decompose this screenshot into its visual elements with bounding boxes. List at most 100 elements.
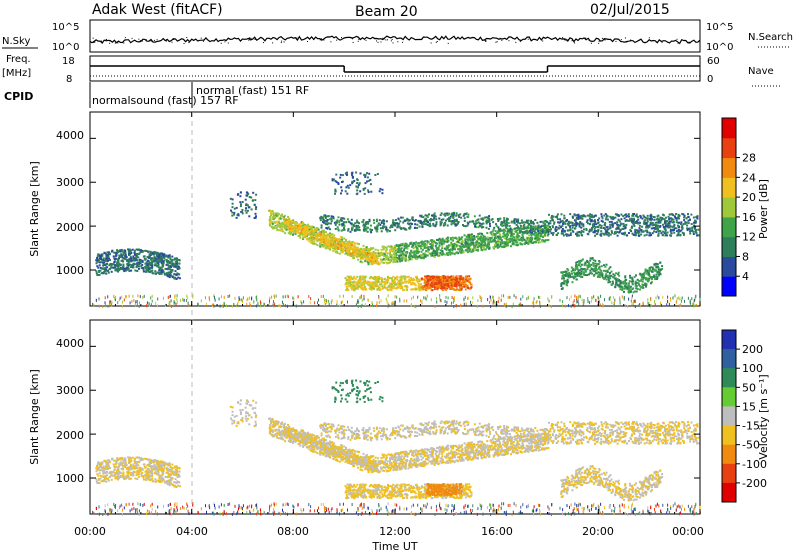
power-cell [374, 258, 376, 260]
nsearch-dot [157, 39, 158, 40]
power-cell [484, 243, 486, 245]
power-cell [335, 238, 337, 240]
power-cell [364, 228, 366, 230]
power-cell [371, 289, 373, 291]
power-cell [517, 237, 519, 239]
power-cell [406, 287, 408, 289]
nsearch-dot [184, 43, 185, 44]
power-cell [170, 263, 172, 265]
power-cell [370, 225, 372, 227]
power-cell [420, 247, 422, 249]
power-cell [686, 222, 688, 224]
power-cell [475, 245, 477, 247]
power-cell [382, 221, 384, 223]
power-cell [683, 213, 685, 215]
nsearch-dot [397, 41, 398, 42]
power-cell [449, 281, 451, 283]
power-cell [331, 241, 333, 243]
power-cell [302, 237, 304, 239]
power-cell [532, 226, 534, 228]
power-cell [413, 253, 415, 255]
power-cell [588, 231, 590, 233]
nsearch-dot [621, 39, 622, 40]
power-cell [534, 231, 536, 233]
power-cell [371, 253, 373, 255]
power-cell [96, 262, 98, 264]
power-cell [148, 251, 150, 253]
power-cell [424, 219, 426, 221]
power-cell [136, 253, 138, 255]
power-cell [369, 228, 371, 230]
power-cell [453, 246, 455, 248]
power-cell [457, 252, 459, 254]
nsearch-dot [615, 41, 616, 42]
power-cell [388, 256, 390, 258]
power-cell [304, 233, 306, 235]
power-cell [347, 289, 349, 291]
power-cell [364, 260, 366, 262]
power-cell [608, 228, 610, 230]
power-cell [469, 237, 471, 239]
power-cell [502, 233, 504, 235]
power-cell [683, 232, 685, 234]
power-cell [357, 259, 359, 261]
power-cell [385, 227, 387, 229]
power-cell [128, 252, 130, 254]
power-cell [285, 219, 287, 221]
power-cell [562, 223, 564, 225]
power-cell [306, 238, 308, 240]
power-cell [392, 286, 394, 288]
nsearch-dot [520, 41, 521, 42]
power-cell [174, 278, 176, 280]
nsearch-dot [373, 37, 374, 38]
power-cell [459, 213, 461, 215]
power-cell [574, 224, 576, 226]
power-cell [422, 288, 424, 290]
power-cell [375, 285, 377, 287]
power-cell [169, 272, 171, 274]
power-cell [494, 244, 496, 246]
power-cell [138, 268, 140, 270]
power-cell [397, 283, 399, 285]
power-cell [325, 231, 327, 233]
power-cell [281, 222, 283, 224]
power-cell [435, 216, 437, 218]
power-cell [495, 230, 497, 232]
nsky-tick-low: 10^0 [52, 42, 79, 53]
nsearch-dot [421, 39, 422, 40]
nsearch-dot [497, 41, 498, 42]
power-cell [456, 275, 458, 277]
power-cell [333, 217, 335, 219]
power-cell [304, 235, 306, 237]
power-cell [177, 277, 179, 279]
power-cell [352, 281, 354, 283]
power-cell [120, 250, 122, 252]
power-cell [596, 230, 598, 232]
power-cell [457, 241, 459, 243]
power-cell [467, 223, 469, 225]
power-cell [636, 213, 638, 215]
power-cell [519, 222, 521, 224]
power-cell [346, 279, 348, 281]
power-cell [395, 287, 397, 289]
power-cell [513, 220, 515, 222]
power-cell [329, 218, 331, 220]
power-cell [601, 220, 603, 222]
power-cell [167, 257, 169, 259]
power-cell [492, 218, 494, 220]
power-cell [171, 259, 173, 261]
power-cell [558, 227, 560, 229]
nsearch-dot [296, 37, 297, 38]
nsearch-dot [154, 40, 155, 41]
power-cell [363, 257, 365, 259]
power-cell [384, 254, 386, 256]
power-cell [444, 284, 446, 286]
power-cell [511, 234, 513, 236]
power-cell [365, 258, 367, 260]
power-cell [564, 217, 566, 219]
power-cell [287, 216, 289, 218]
power-cell [350, 253, 352, 255]
power-cell [445, 289, 447, 291]
power-cell [163, 260, 165, 262]
